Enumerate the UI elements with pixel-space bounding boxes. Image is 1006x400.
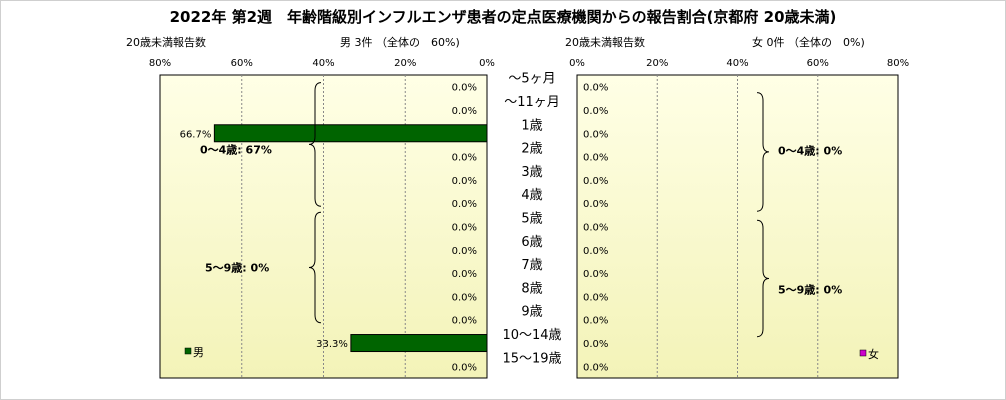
right-group-label-0-4: 0～4歳: 0% [778,143,842,157]
category-label: 3歳 [521,165,542,180]
male-value-label: 0.0% [452,153,477,164]
category-label: 9歳 [521,305,542,320]
right-group-label-5-9: 5～9歳: 0% [778,282,842,296]
category-label: 5歳 [521,212,542,227]
female-value-label: 0.0% [583,246,608,257]
male-value-label: 0.0% [452,292,477,303]
female-value-label: 0.0% [583,153,608,164]
left-tick-label: 40% [312,58,334,69]
category-label: ～11ヶ月 [504,95,560,110]
left-subtitle-count: 20歳未満報告数 [126,36,206,49]
right-subtitle-total: 女 0件 （全体の 0%) [752,36,865,49]
left-group-label-0-4: 0～4歳: 67% [200,142,272,156]
right-tick-label: 0% [569,58,585,69]
female-value-label: 0.0% [583,316,608,327]
female-legend-swatch [859,349,867,357]
left-tick-label: 0% [479,58,495,69]
left-tick-label: 80% [149,58,171,69]
left-tick-label: 20% [394,58,416,69]
female-value-label: 0.0% [583,362,608,373]
male-value-label: 0.0% [452,362,477,373]
female-value-label: 0.0% [583,129,608,140]
category-label: 15～19歳 [502,351,561,366]
category-label: ～5ヶ月 [508,72,555,87]
female-value-label: 0.0% [583,106,608,117]
right-tick-label: 40% [726,58,748,69]
male-legend-swatch [184,347,192,355]
right-tick-label: 20% [646,58,668,69]
female-value-label: 0.0% [583,176,608,187]
male-value-label: 0.0% [452,199,477,210]
male-value-label: 0.0% [452,269,477,280]
female-value-label: 0.0% [583,292,608,303]
left-group-label-5-9: 5～9歳: 0% [205,260,269,274]
male-value-label: 33.3% [316,339,348,350]
category-label: 8歳 [521,281,542,296]
male-value-label: 0.0% [452,223,477,234]
right-group-brace-5-9 [756,219,770,338]
male-value-label: 0.0% [452,176,477,187]
male-value-label: 0.0% [452,106,477,117]
category-label: 6歳 [521,235,542,250]
category-label: 2歳 [521,142,542,157]
male-value-label: 66.7% [180,129,212,140]
female-value-label: 0.0% [583,269,608,280]
female-value-label: 0.0% [583,199,608,210]
right-tick-label: 60% [807,58,829,69]
category-label: 7歳 [521,258,542,273]
male-value-label: 0.0% [452,316,477,327]
right-group-brace-0-4 [756,92,770,212]
right-subtitle-count: 20歳未満報告数 [565,36,645,49]
female-value-label: 0.0% [583,223,608,234]
female-value-label: 0.0% [583,83,608,94]
category-label: 4歳 [521,188,542,203]
male-legend-label: 男 [193,346,204,359]
male-bar [350,334,488,353]
left-group-brace-5-9 [308,211,322,324]
male-value-label: 0.0% [452,83,477,94]
left-subtitle-total: 男 3件 （全体の 60%) [340,36,460,49]
chart-title: 2022年 第2週 年齢階級別インフルエンザ患者の定点医療機関からの報告割合(京… [169,8,837,26]
male-bar [213,124,488,143]
female-legend-label: 女 [868,347,879,361]
right-tick-label: 80% [887,58,909,69]
female-value-label: 0.0% [583,339,608,350]
left-group-brace-0-4 [308,82,322,207]
left-tick-label: 60% [231,58,253,69]
male-value-label: 0.0% [452,246,477,257]
category-label: 1歳 [521,118,542,133]
category-label: 10～14歳 [502,328,561,343]
